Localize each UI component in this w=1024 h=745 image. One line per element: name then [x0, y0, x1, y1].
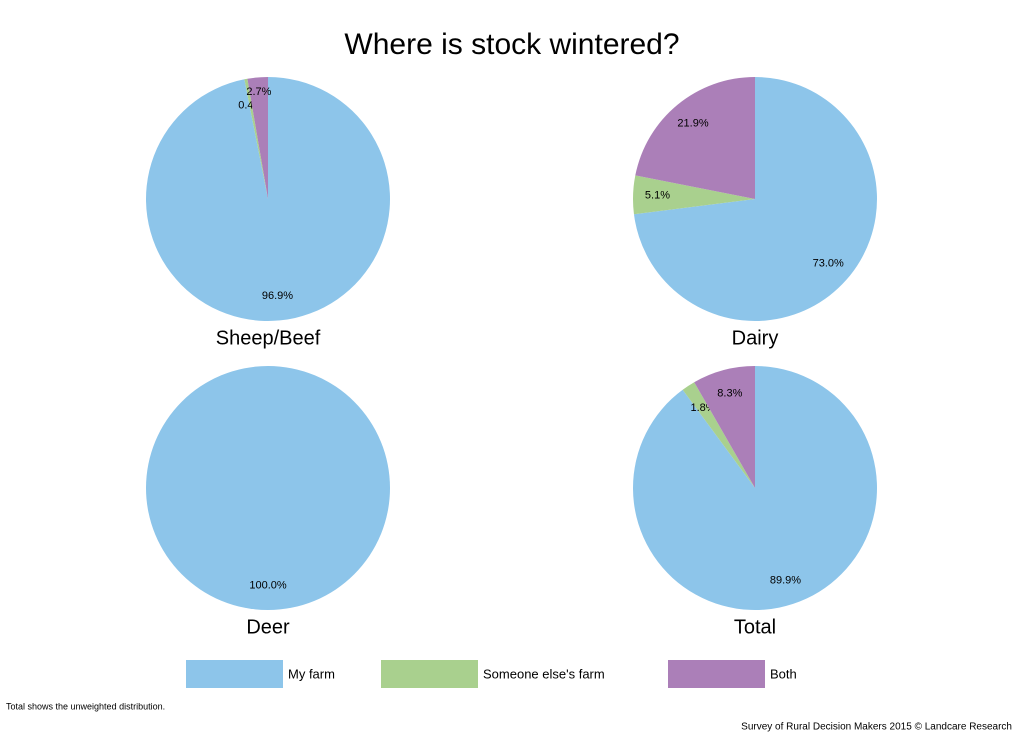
data-label: 73.0%	[813, 257, 844, 269]
data-label: 8.3%	[717, 388, 742, 400]
pie-slice	[694, 365, 755, 488]
note: Total shows the unweighted distribution.	[6, 701, 165, 711]
legend-label: Both	[770, 666, 797, 681]
legend-swatch	[381, 660, 478, 688]
pie-title: Sheep/Beef	[216, 327, 321, 349]
data-label: 100.0%	[249, 580, 287, 592]
data-label: 96.9%	[262, 290, 293, 302]
pie-slice	[632, 366, 877, 610]
pie-slice	[633, 77, 877, 321]
legend-swatch	[186, 660, 283, 688]
legend-swatch	[668, 660, 765, 688]
source: Survey of Rural Decision Makers 2015 © L…	[741, 722, 1012, 733]
pie-slice	[146, 366, 390, 610]
pie-slice	[633, 175, 755, 215]
pie-title: Total	[734, 616, 776, 638]
pie-slice	[247, 77, 268, 199]
legend-label: My farm	[288, 666, 335, 681]
legend-label: Someone else's farm	[483, 666, 605, 681]
chart-title: Where is stock wintered?	[344, 28, 679, 61]
pie-slice	[244, 78, 268, 199]
data-label: 89.9%	[770, 575, 801, 587]
pie-title: Deer	[246, 616, 290, 638]
pie-slice	[682, 382, 755, 488]
data-label: 21.9%	[677, 118, 708, 130]
data-label: 2.7%	[246, 86, 271, 98]
pie-slice	[635, 77, 755, 199]
pie-title: Dairy	[732, 327, 779, 349]
data-label: 5.1%	[645, 190, 670, 202]
pie-slice	[145, 77, 390, 321]
